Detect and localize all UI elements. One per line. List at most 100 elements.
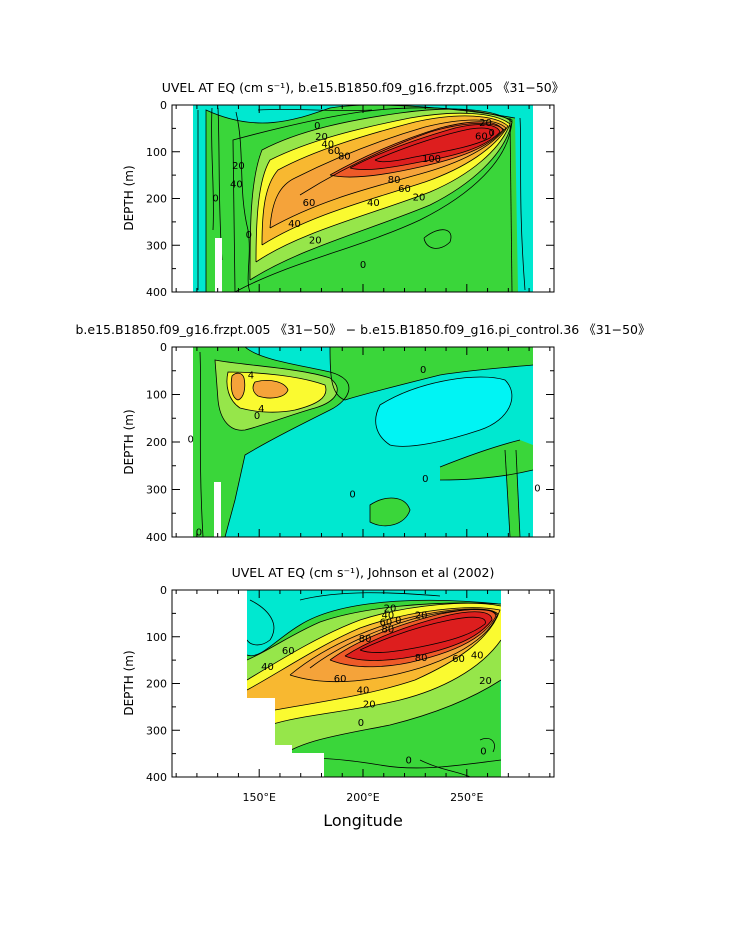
contour-label: 40 [367, 198, 380, 209]
panel-1-ylabel: DEPTH (m) [122, 165, 136, 230]
contour-label: 0 [480, 746, 486, 757]
panel-2-field [193, 347, 534, 537]
contour-label: 0 [246, 230, 252, 241]
y-tick-label: 400 [146, 771, 167, 784]
y-tick-label: 200 [146, 436, 167, 449]
p2-green-blob [370, 498, 410, 526]
p2-contours [199, 347, 534, 537]
p3-mask-topleft [172, 590, 247, 690]
contour-label: 60 [398, 184, 411, 195]
contour-label: 20 [232, 161, 245, 172]
panel-1-title: UVEL AT EQ (cm s⁻¹), b.e15.B1850.f09_g16… [162, 80, 565, 95]
x-tick-label: 150°E [242, 791, 275, 804]
contour-label: 80 [382, 625, 395, 636]
contour-label: 0 [360, 260, 366, 271]
p3-mask-right [501, 590, 554, 777]
x-axis-label: Longitude [323, 811, 403, 830]
contour-label: 100 [422, 154, 441, 165]
contour-label: 80 [359, 634, 372, 645]
contour-label: 0 [358, 718, 364, 729]
contour-label: 0 [314, 121, 320, 132]
contour-label: 60 [334, 674, 347, 685]
contour-label: 20 [363, 700, 376, 711]
contour-label: 80 [338, 151, 351, 162]
x-tick-label: 200°E [346, 791, 379, 804]
p3-contours [246, 592, 502, 777]
p1-band-100 [350, 124, 500, 170]
y-tick-label: 300 [146, 484, 167, 497]
p2-orange-2 [253, 380, 288, 398]
contour-label: 0 [405, 756, 411, 767]
contour-label: 20 [415, 611, 428, 622]
p2-green-top [330, 347, 533, 400]
contour-label: 20 [413, 193, 426, 204]
contour-label: 20 [479, 118, 492, 129]
panel-2: b.e15.B1850.f09_g16.frzpt.005 《31−50》 − … [76, 322, 651, 544]
y-tick-label: 300 [146, 239, 167, 252]
y-tick-label: 100 [146, 389, 167, 402]
contour-label: 60 [282, 646, 295, 657]
panel-3-ylabel: DEPTH (m) [122, 650, 136, 715]
contour-label: 40 [382, 611, 395, 622]
contour-label: 0 [420, 365, 426, 376]
contour-label: 0 [534, 484, 540, 495]
y-tick-label: 0 [160, 341, 167, 354]
contour-label: 0 [196, 527, 202, 538]
contour-label: 4 [258, 404, 264, 415]
y-tick-label: 400 [146, 286, 167, 299]
contour-label: 40 [261, 662, 274, 673]
contour-label: 0 [254, 411, 260, 422]
y-tick-label: 100 [146, 146, 167, 159]
contour-label: 20 [309, 236, 322, 247]
panel-1-field [193, 105, 533, 292]
p2-mask [214, 482, 221, 537]
y-tick-label: 300 [146, 724, 167, 737]
panel-3-title: UVEL AT EQ (cm s⁻¹), Johnson et al (2002… [232, 565, 495, 580]
contour-label: 0 [422, 474, 428, 485]
contour-label: 0 [212, 194, 218, 205]
contour-label: 0 [349, 489, 355, 500]
contour-label: 0 [395, 615, 401, 626]
contour-label: 60 [379, 618, 392, 629]
panel-3: UVEL AT EQ (cm s⁻¹), Johnson et al (2002… [122, 565, 555, 784]
contour-label: 60 [303, 198, 316, 209]
contour-label: 0 [187, 435, 193, 446]
panel-3-field [172, 590, 554, 777]
y-tick-label: 0 [160, 99, 167, 112]
y-tick-label: 200 [146, 678, 167, 691]
contour-label: 20 [315, 132, 328, 143]
p1-contours [197, 105, 526, 292]
contour-label: 40 [321, 140, 334, 151]
p2-orange-1 [231, 373, 245, 400]
y-tick-label: 200 [146, 193, 167, 206]
contour-label: 60 [328, 146, 341, 157]
p2-lightcyan [375, 377, 512, 447]
contour-label: 0 [489, 128, 495, 139]
contour-label: 80 [388, 175, 401, 186]
contour-label: 40 [357, 686, 370, 697]
x-tick-labels: 150°E 200°E 250°E [242, 791, 483, 804]
x-tick-label: 250°E [450, 791, 483, 804]
p1-mask [215, 238, 222, 292]
contour-label: 40 [471, 650, 484, 661]
panel-2-title: b.e15.B1850.f09_g16.frzpt.005 《31−50》 − … [76, 322, 651, 337]
panel-1: UVEL AT EQ (cm s⁻¹), b.e15.B1850.f09_g16… [122, 80, 564, 299]
y-tick-label: 100 [146, 631, 167, 644]
contour-label: 40 [230, 179, 243, 190]
y-tick-label: 400 [146, 531, 167, 544]
p3-mask-stair [172, 690, 324, 777]
p3-band-100 [345, 611, 492, 661]
contour-label: 60 [475, 131, 488, 142]
contour-label: 20 [479, 676, 492, 687]
y-tick-label: 0 [160, 584, 167, 597]
contour-label: 20 [384, 604, 397, 615]
contour-label: 4 [248, 371, 254, 382]
contour-label: 40 [288, 219, 301, 230]
panel-2-ylabel: DEPTH (m) [122, 409, 136, 474]
contour-label: 80 [415, 653, 428, 664]
